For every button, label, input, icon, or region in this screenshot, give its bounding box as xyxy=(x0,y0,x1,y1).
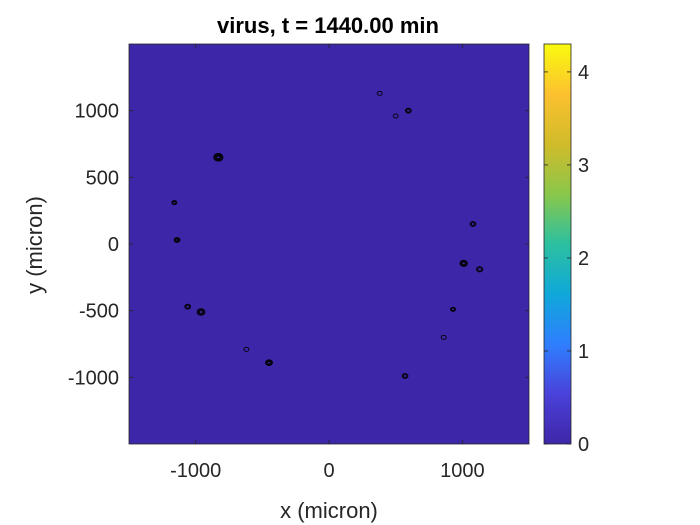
contour-ring xyxy=(265,359,273,366)
contour-ring xyxy=(469,221,477,227)
contour-ring xyxy=(477,267,483,272)
colorbar xyxy=(543,43,572,445)
x-axis-label: x (micron) xyxy=(280,498,378,523)
contour-ring xyxy=(213,153,224,162)
y-tick-label: -500 xyxy=(79,301,119,323)
x-tick-label: 0 xyxy=(323,460,334,482)
y-axis-label: y (micron) xyxy=(22,196,47,294)
contour-spot xyxy=(476,266,484,273)
contour-spot xyxy=(450,306,456,312)
y-tick-label: 500 xyxy=(86,167,119,189)
colorbar-tick-label: 3 xyxy=(578,155,589,177)
contour-spot xyxy=(404,107,412,114)
contour-ring xyxy=(185,304,190,309)
contour-spot xyxy=(196,308,206,316)
contour-ring xyxy=(174,237,180,243)
contour-ring xyxy=(171,200,178,206)
contour-ring xyxy=(460,260,467,266)
colorbar-tick-label: 2 xyxy=(578,248,589,270)
contour-ring xyxy=(215,154,222,160)
contour-ring xyxy=(266,360,272,366)
contour-ring xyxy=(450,306,456,312)
contour-ring xyxy=(172,200,177,205)
contour-ring xyxy=(243,346,250,352)
x-axis-ticks: -1000 0 1000 xyxy=(170,44,485,482)
contour-spot xyxy=(265,359,273,366)
contour-ring xyxy=(461,261,466,266)
y-tick-label: 1000 xyxy=(75,101,120,123)
colorbar-tick-label: 4 xyxy=(578,62,589,84)
contour-ring xyxy=(406,108,411,113)
contour-ring xyxy=(459,259,468,267)
contour-ring xyxy=(401,373,409,379)
contour-ring xyxy=(267,360,271,365)
colorbar-tick-label: 0 xyxy=(578,434,589,456)
contour-ring xyxy=(402,374,408,378)
contour-ring xyxy=(216,155,221,160)
contour-spot xyxy=(392,113,399,119)
chart-title: virus, t = 1440.00 min xyxy=(217,13,439,38)
contour-ring xyxy=(392,113,399,119)
y-tick-label: 0 xyxy=(108,234,119,256)
contour-spot xyxy=(173,237,181,243)
contour-layer xyxy=(171,90,484,379)
contour-spot xyxy=(401,373,409,379)
contour-spot xyxy=(459,259,468,267)
contour-spot xyxy=(184,303,192,310)
contour-ring xyxy=(184,303,192,310)
colorbar-tick-label: 1 xyxy=(578,341,589,363)
contour-ring xyxy=(440,334,447,340)
x-tick-label: 1000 xyxy=(440,460,485,482)
contour-ring xyxy=(175,238,179,242)
contour-ring xyxy=(451,307,455,312)
contour-ring xyxy=(376,90,383,96)
contour-ring xyxy=(196,308,206,316)
y-axis-ticks: -1000 -500 0 500 1000 xyxy=(68,101,529,389)
x-tick-label: -1000 xyxy=(170,460,221,482)
colorbar-ticks: 0 1 2 3 4 xyxy=(544,62,589,456)
contour-spot xyxy=(376,90,383,96)
contour-spot xyxy=(171,200,178,206)
contour-spot xyxy=(469,221,477,227)
contour-spot xyxy=(243,346,250,352)
contour-ring xyxy=(197,309,205,315)
contour-ring xyxy=(470,222,476,226)
contour-ring xyxy=(173,237,181,243)
contour-ring xyxy=(404,107,412,114)
contour-ring xyxy=(198,310,204,314)
y-tick-label: -1000 xyxy=(68,367,119,389)
plot-background xyxy=(129,44,529,444)
contour-spot xyxy=(213,153,224,162)
contour-ring xyxy=(214,153,223,161)
contour-spot xyxy=(440,334,447,340)
contour-ring xyxy=(476,266,484,273)
